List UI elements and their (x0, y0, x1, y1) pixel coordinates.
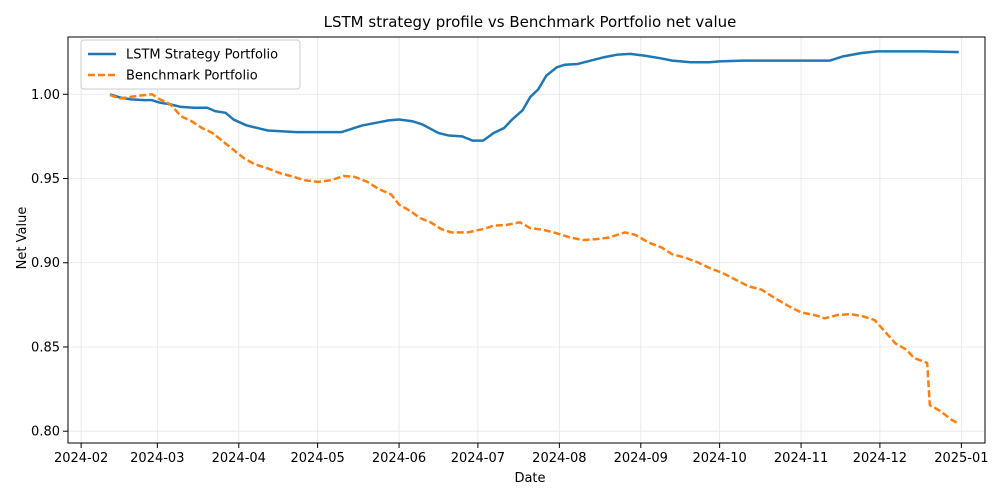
legend-label-benchmark: Benchmark Portfolio (126, 69, 258, 84)
x-tick-label: 2024-03 (130, 451, 184, 466)
y-tick-label: 0.85 (31, 340, 60, 355)
x-tick-label: 2024-07 (451, 451, 505, 466)
x-tick-label: 2025-01 (934, 451, 988, 466)
series-line-benchmark (109, 93, 960, 425)
y-tick-label: 0.90 (31, 256, 60, 271)
x-tick-label: 2024-10 (692, 451, 746, 466)
x-tick-label: 2024-12 (853, 451, 907, 466)
legend-box (80, 39, 301, 90)
chart-title: LSTM strategy profile vs Benchmark Portf… (324, 13, 737, 31)
y-tick-label: 0.80 (31, 425, 60, 440)
x-tick-label: 2024-11 (774, 451, 828, 466)
legend-label-lstm: LSTM Strategy Portfolio (126, 48, 278, 63)
x-tick-label: 2024-02 (54, 451, 108, 466)
y-tick-label: 1.00 (31, 88, 60, 103)
x-tick-label: 2024-05 (290, 451, 344, 466)
series-lines (109, 50, 960, 425)
x-axis-title: Date (514, 471, 545, 486)
x-tick-label: 2024-09 (614, 451, 668, 466)
series-line-lstm (109, 50, 959, 142)
axis-ticks: 2024-02 2024-03 2024-04 2024-05 2024-06 2024-… (31, 88, 988, 466)
y-axis-title: Net Value (15, 207, 30, 270)
plot-frame (67, 36, 986, 444)
legend: LSTM Strategy Portfolio Benchmark Portfo… (80, 39, 301, 90)
x-tick-label: 2024-08 (532, 451, 586, 466)
x-tick-label: 2024-06 (372, 451, 426, 466)
x-tick-label: 2024-04 (212, 451, 266, 466)
y-tick-label: 0.95 (31, 172, 60, 187)
grid (68, 37, 985, 443)
